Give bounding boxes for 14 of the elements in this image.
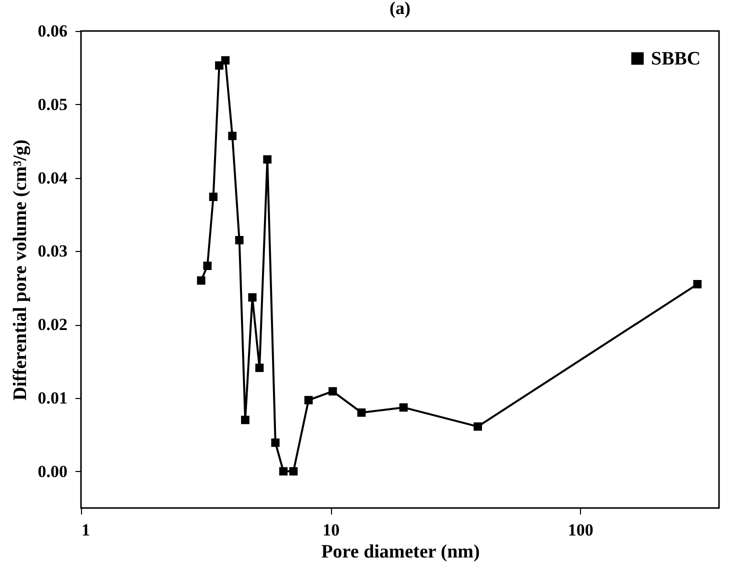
chart-title: (a) xyxy=(390,0,410,18)
y-tick-label: 0.06 xyxy=(38,22,68,40)
y-tick-label: 0.05 xyxy=(38,94,68,114)
x-tick-label: 10 xyxy=(322,520,340,540)
y-tick-label: 0.00 xyxy=(38,462,68,481)
y-tick-label: 0.04 xyxy=(38,168,68,188)
x-tick-label: 1 xyxy=(82,520,90,540)
y-axis-title: Differential pore volume (cm³/g) xyxy=(10,140,31,400)
legend-label: SBBC xyxy=(651,48,701,70)
y-tick-label: 0.01 xyxy=(38,388,68,408)
y-tick-label: 0.02 xyxy=(38,315,68,334)
y-tick-label: 0.03 xyxy=(38,242,68,261)
x-axis-title: Pore diameter (nm) xyxy=(321,542,480,562)
x-tick-label: 100 xyxy=(568,520,594,540)
